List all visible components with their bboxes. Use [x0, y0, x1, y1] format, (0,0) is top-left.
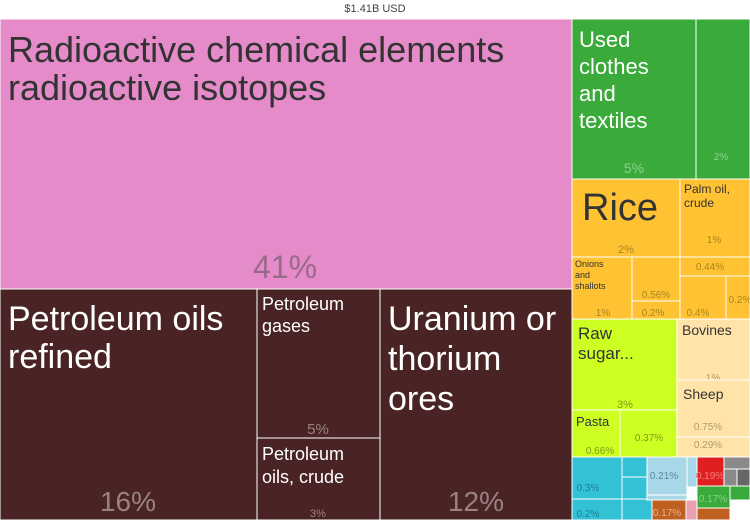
- treemap-tile-label: Used clothes and textiles: [579, 27, 649, 133]
- treemap-tile[interactable]: 0.17%: [696, 485, 731, 509]
- treemap-tile[interactable]: 0.2%: [725, 275, 750, 320]
- treemap-tile-rect: [0, 18, 573, 290]
- treemap-tile[interactable]: Uranium or thorium ores 12%: [379, 288, 573, 520]
- treemap-tile-percent: 0.75%: [694, 422, 722, 433]
- treemap-tile[interactable]: 0.21%: [646, 456, 688, 496]
- treemap-tile-percent: 5%: [307, 421, 329, 438]
- treemap-tile-percent: 0.29%: [694, 440, 722, 451]
- treemap-tile-label: Petroleum gases: [262, 294, 344, 336]
- treemap-tile[interactable]: Palm oil, crude 1%: [679, 178, 750, 258]
- treemap-tile-label: Raw sugar...: [578, 324, 634, 363]
- treemap-tile-label: Radioactive chemical elements radioactive…: [8, 29, 504, 108]
- treemap-tile-label: Pasta: [576, 414, 610, 429]
- treemap-tile-rect: [651, 499, 687, 520]
- treemap-tile[interactable]: Raw sugar... 3%: [571, 318, 678, 411]
- treemap-tile-rect: [571, 256, 633, 320]
- treemap-tile[interactable]: Onions and shallots 1%: [571, 256, 633, 320]
- treemap-filler-tile: [729, 485, 750, 501]
- treemap-tile-rect: [256, 437, 381, 520]
- treemap-tile[interactable]: Petroleum oils refined 16%: [0, 288, 258, 520]
- treemap-tile-label: Palm oil, crude: [684, 182, 730, 210]
- treemap-tile[interactable]: 0.29%: [676, 436, 750, 458]
- treemap-tile[interactable]: 0.3%: [571, 456, 623, 500]
- treemap-tile-percent: 2%: [618, 244, 634, 256]
- treemap-tile-percent: 1%: [706, 373, 721, 384]
- treemap-filler-tile: [621, 456, 648, 478]
- treemap-tile-percent: 12%: [448, 486, 504, 517]
- treemap-tile-label: Sheep: [683, 386, 724, 402]
- treemap-tile-percent: 5%: [624, 160, 644, 176]
- treemap-tile-label: Petroleum oils refined: [8, 300, 223, 376]
- treemap-tile[interactable]: 0.44%: [679, 256, 750, 277]
- treemap-tile-rect: [679, 178, 750, 258]
- treemap-tile-rect: [256, 288, 381, 439]
- treemap-tile-rect: [571, 409, 621, 458]
- treemap-tile-percent: 0.4%: [687, 308, 710, 319]
- treemap-tile-percent: 0.37%: [635, 433, 663, 444]
- treemap-tile-label: Petroleum oils, crude: [262, 444, 344, 487]
- treemap-tile[interactable]: 0.17%: [651, 499, 687, 520]
- treemap-tile-percent: 41%: [253, 249, 317, 285]
- treemap-tile-percent: 0.3%: [577, 483, 600, 494]
- treemap-tile-label: Bovines: [682, 322, 732, 338]
- treemap-tile-rect: [725, 275, 750, 320]
- treemap-tile[interactable]: Petroleum oils, crude 3%: [256, 437, 381, 520]
- treemap-tile-percent: 0.19%: [696, 471, 724, 482]
- treemap-tile-rect: [379, 288, 573, 520]
- treemap-tile[interactable]: Pasta 0.66%: [571, 409, 621, 458]
- treemap-tile-percent: 0.44%: [696, 262, 724, 273]
- treemap-tile[interactable]: 2%: [695, 18, 750, 180]
- treemap-tile[interactable]: Rice 2%: [571, 178, 681, 258]
- treemap-tile-label: Uranium or thorium ores: [388, 300, 556, 418]
- treemap-filler-tile: [696, 507, 731, 520]
- treemap-tile-rect: [571, 498, 623, 520]
- treemap-tile-rect: [571, 178, 681, 258]
- treemap-tile[interactable]: 0.56%: [631, 256, 681, 302]
- treemap-tile[interactable]: Petroleum gases 5%: [256, 288, 381, 439]
- treemap-filler-tile: [685, 499, 698, 520]
- treemap-tile-percent: 0.2%: [577, 509, 600, 520]
- treemap-tile-percent: 3%: [310, 508, 326, 520]
- treemap-tile-rect: [676, 318, 750, 381]
- treemap-tile[interactable]: Radioactive chemical elements radioactive…: [0, 18, 573, 290]
- treemap-tile-percent: 0.2%: [729, 295, 750, 306]
- treemap-tile-percent: 0.21%: [650, 471, 678, 482]
- treemap-tile-percent: 16%: [100, 486, 156, 517]
- treemap-tile-percent: 0.66%: [586, 446, 614, 457]
- treemap-tile[interactable]: 0.2%: [571, 498, 623, 520]
- chart-title: $1.41B USD: [344, 3, 406, 15]
- treemap-tile-rect: [696, 485, 731, 509]
- treemap-filler-tile: [646, 494, 688, 501]
- treemap-filler-tile: [736, 468, 750, 487]
- treemap-tile[interactable]: Bovines 1%: [676, 318, 750, 384]
- treemap-filler-tile: [723, 468, 738, 487]
- treemap-tile-percent: 2%: [714, 152, 729, 163]
- treemap-tile[interactable]: 0.4%: [679, 275, 727, 320]
- treemap-tile-percent: 0.17%: [699, 494, 727, 505]
- treemap-tile-percent: 1%: [596, 308, 611, 319]
- treemap-tile-percent: 0.2%: [642, 308, 665, 319]
- treemap-tile-percent: 0.56%: [642, 290, 670, 301]
- treemap-tile-rect: [646, 456, 688, 496]
- treemap-tile[interactable]: 0.37%: [619, 409, 678, 458]
- treemap-tile-label: Onions and shallots: [575, 259, 606, 291]
- treemap-tile-percent: 1%: [707, 235, 722, 246]
- treemap-tile-rect: [695, 18, 750, 180]
- treemap-tile-rect: [631, 256, 681, 302]
- treemap-tile-percent: 0.17%: [653, 508, 681, 519]
- treemap-filler-tile: [621, 498, 653, 520]
- treemap-tile-rect: [571, 18, 697, 180]
- treemap-tile-percent: 3%: [617, 399, 633, 411]
- treemap-tile-label: Rice: [582, 187, 658, 229]
- treemap-filler-tile: [729, 499, 750, 520]
- treemap-filler-tile: [621, 476, 648, 500]
- treemap-tile[interactable]: Used clothes and textiles 5%: [571, 18, 697, 180]
- treemap-tile[interactable]: 0.2%: [631, 300, 681, 320]
- treemap-filler-tile: [723, 456, 750, 470]
